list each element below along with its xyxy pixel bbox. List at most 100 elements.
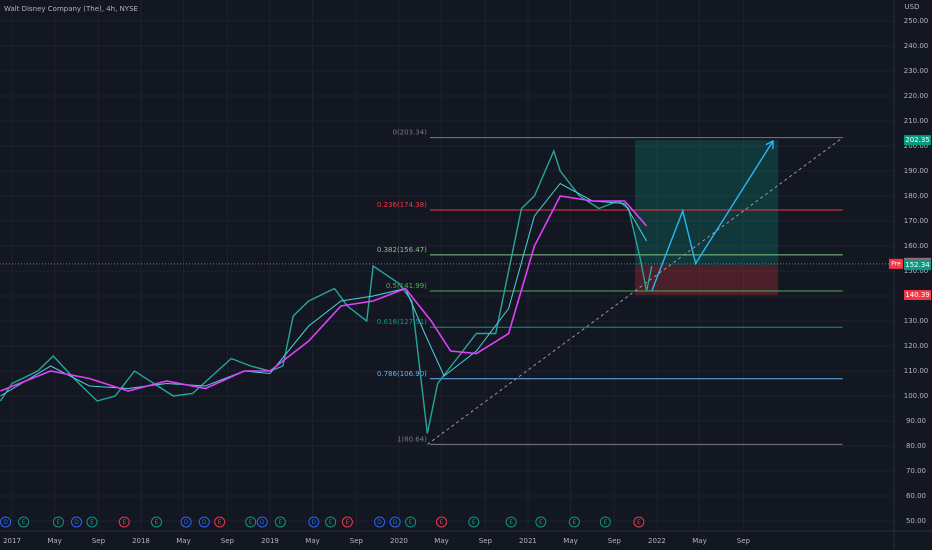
event-label: E — [278, 519, 282, 526]
x-tick-label: May — [434, 537, 448, 545]
event-marker — [274, 516, 286, 528]
event-label: E — [440, 519, 444, 526]
y-tick-label: 100.00 — [904, 392, 929, 400]
event-label: E — [249, 519, 253, 526]
price-badge — [904, 135, 931, 146]
event-label: E — [472, 519, 476, 526]
event-label: D — [3, 519, 8, 526]
event-label: E — [409, 519, 413, 526]
fib-label: 1(80.64) — [397, 435, 427, 443]
event-marker — [198, 516, 210, 528]
x-tick-label: Sep — [737, 537, 751, 545]
y-tick-label: 220.00 — [904, 92, 929, 100]
y-tick-label: 110.00 — [904, 367, 929, 375]
event-marker — [505, 516, 517, 528]
event-marker — [599, 516, 611, 528]
arrow-head — [765, 139, 774, 150]
event-marker — [18, 516, 30, 528]
event-marker — [0, 516, 12, 528]
price-badge — [904, 260, 931, 271]
profit-zone — [635, 140, 779, 266]
x-tick-label: Sep — [92, 537, 106, 545]
event-marker — [325, 516, 337, 528]
event-label: D — [260, 519, 265, 526]
event-label: E — [90, 519, 94, 526]
fib-label: 0.618(127.51) — [377, 318, 427, 326]
y-tick-label: 160.00 — [904, 242, 929, 250]
fib-label: 0(203.34) — [393, 129, 428, 137]
x-tick-label: Sep — [608, 537, 622, 545]
y-tick-label: 130.00 — [904, 317, 929, 325]
event-marker — [86, 516, 98, 528]
price-line — [0, 195, 648, 392]
event-marker — [70, 516, 82, 528]
event-label: D — [74, 519, 79, 526]
event-marker — [405, 516, 417, 528]
y-tick-label: 50.00 — [906, 517, 926, 525]
event-marker — [468, 516, 480, 528]
price-badge-label: 140.39 — [905, 291, 930, 299]
x-tick-label: Sep — [479, 537, 493, 545]
y-tick-label: 80.00 — [906, 442, 926, 450]
x-tick-label: Sep — [350, 537, 364, 545]
y-tick-label: 250.00 — [904, 17, 929, 25]
axes: 50.00 60.00 70.00 80.00 90.00 100.00 110.00 120… — [3, 17, 931, 545]
event-marker — [568, 516, 580, 528]
event-marker — [389, 516, 401, 528]
y-tick-label: 60.00 — [906, 492, 926, 500]
event-marker — [436, 516, 448, 528]
y-tick-label: 120.00 — [904, 342, 929, 350]
event-marker — [245, 516, 257, 528]
event-label: D — [377, 519, 382, 526]
x-tick-label: May — [563, 537, 577, 545]
y-tick-label: 190.00 — [904, 167, 929, 175]
event-label: E — [572, 519, 576, 526]
trendline — [427, 137, 843, 445]
x-tick-label: May — [305, 537, 319, 545]
event-marker — [118, 516, 130, 528]
y-tick-label: 240.00 — [904, 42, 929, 50]
event-label: D — [312, 519, 317, 526]
x-tick-label: May — [47, 537, 61, 545]
event-marker — [150, 516, 162, 528]
fib-label: 0.236(174.38) — [377, 201, 427, 209]
event-marker — [341, 516, 353, 528]
event-label: E — [329, 519, 333, 526]
event-label: E — [539, 519, 543, 526]
event-marker — [214, 516, 226, 528]
price-line — [0, 149, 653, 434]
event-marker — [52, 516, 64, 528]
event-label: E — [637, 519, 641, 526]
x-tick-label: 2017 — [3, 537, 21, 545]
event-label: E — [22, 519, 26, 526]
x-tick-label: 2021 — [519, 537, 537, 545]
event-label: E — [57, 519, 61, 526]
event-marker — [535, 516, 547, 528]
grid — [0, 0, 893, 530]
chart-title: Walt Disney Company (The), 4h, NYSE — [4, 5, 138, 13]
price-badge-label: 202.35 — [905, 136, 930, 144]
event-marker — [256, 516, 268, 528]
plot: 0(203.34) 0.236(174.38) 0.382(156.47) 0.5(1… — [0, 129, 893, 528]
loss-zone — [635, 265, 779, 296]
currency: USD — [905, 3, 920, 11]
y-tick-label: 200.00 — [904, 142, 929, 150]
event-marker — [633, 516, 645, 528]
y-tick-label: 150.00 — [904, 267, 929, 275]
y-tick-label: 170.00 — [904, 217, 929, 225]
projection-path — [651, 140, 774, 292]
fib-label: 0.5(141.99) — [386, 282, 427, 290]
y-tick-label: 90.00 — [906, 417, 926, 425]
x-tick-label: Sep — [221, 537, 235, 545]
y-tick-label: 210.00 — [904, 117, 929, 125]
x-tick-label: 2020 — [390, 537, 408, 545]
pre-badge — [889, 258, 903, 269]
y-tick-label: 230.00 — [904, 67, 929, 75]
x-tick-label: May — [692, 537, 706, 545]
event-label: E — [603, 519, 607, 526]
event-marker — [374, 516, 386, 528]
event-label: E — [155, 519, 159, 526]
fib-label: 0.786(106.90) — [377, 370, 427, 378]
